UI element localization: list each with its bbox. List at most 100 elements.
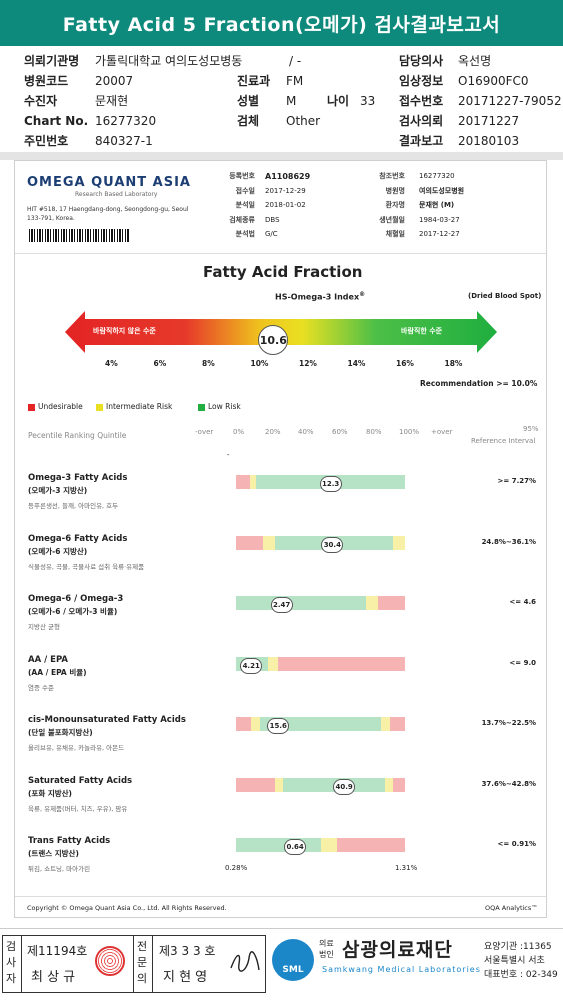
bar-segment-red (377, 596, 405, 610)
item-name: cis-Monounsaturated Fatty Acids (28, 715, 186, 725)
header-value: 20007 (95, 74, 134, 88)
info-value: 여의도성모병원 (419, 186, 465, 195)
item-value-marker: 0.64 (284, 839, 307, 855)
item-sources: 식물성유, 곡물, 곡물사료 섭취 육류·유제품 (28, 562, 145, 571)
header-key: 진료과 (237, 74, 271, 88)
item-korean-name: (오메가-6 지방산) (28, 546, 88, 556)
reference-label: 95% (523, 425, 539, 433)
sign2-name: 지 현 영 (163, 970, 208, 985)
header-value: FM (286, 74, 304, 88)
info-key: 병원명 (385, 186, 405, 195)
info-value: A1108629 (265, 172, 311, 181)
bar-segment-yellow (320, 838, 338, 852)
header-value: 옥선명 (458, 54, 492, 68)
info-value: 1984-03-27 (419, 215, 460, 224)
info-key: 검체종류 (229, 215, 255, 224)
info-key: 채혈일 (385, 230, 405, 238)
header-value: 문재현 (95, 94, 129, 108)
percentile-tick: +over (431, 428, 453, 436)
header-value: Other (286, 114, 321, 128)
header-value: 20180103 (458, 134, 520, 148)
item-sources: 육류, 유제품(버터, 치즈, 우유), 팜유 (28, 804, 128, 813)
info-key: 환자명 (385, 201, 405, 209)
percentile-tick: -over (195, 428, 214, 436)
info-key: 분석일 (235, 201, 255, 209)
sign2-label: 전문의 (137, 940, 148, 985)
item-korean-name: (AA / EPA 비율) (28, 667, 87, 677)
bar-segment-yellow (384, 777, 394, 792)
bar-segment-red (278, 656, 405, 671)
item-value-marker: 40.9 (333, 778, 356, 795)
seal-stamp (95, 946, 125, 976)
oqa-analytics: OQA Analytics™ (485, 904, 538, 912)
org-name: 삼광의료재단 (342, 939, 453, 961)
org-prefix2: 법인 (319, 950, 334, 959)
item-name: Omega-6 / Omega-3 (28, 594, 124, 604)
header-key: 수진자 (24, 94, 58, 108)
lab-tagline: Research Based Laboratory (75, 191, 158, 198)
sign1-label: 검사자 (6, 940, 17, 985)
item-name: Saturated Fatty Acids (28, 775, 133, 786)
legend-swatch (96, 404, 103, 411)
desirable-text: 바람직한 수준 (401, 327, 443, 335)
item-sources: 등푸른생선, 들깨, 아마인유, 호두 (28, 502, 119, 510)
info-key: 접수일 (235, 186, 255, 195)
percentile-tick: 100% (399, 428, 420, 436)
info-value: G/C (265, 230, 278, 238)
item-name: Omega-6 Fatty Acids (28, 533, 128, 544)
item-sources: 지방산 균형 (28, 623, 60, 631)
bar-segment-red (337, 838, 405, 852)
bar-segment-green (236, 838, 321, 852)
legend-swatch (28, 404, 35, 411)
percentile-tick: 80% (366, 428, 382, 436)
barcode (29, 229, 129, 242)
item-value-marker: 2.47 (270, 597, 293, 613)
header-key: 의뢰기관명 (24, 54, 80, 68)
item-reference: 37.6%~42.8% (481, 779, 536, 788)
item-reference: 13.7%~22.5% (481, 719, 536, 727)
info-value: 16277320 (419, 172, 455, 180)
sign2-number: 제3 3 3 호 (159, 944, 216, 958)
item-name: AA / EPA (28, 654, 69, 665)
lab-address: HIT #518, 17 Haengdang-dong, Seongdong-g… (27, 206, 189, 222)
bar-segment-yellow (251, 717, 260, 731)
item-korean-name: (포화 지방산) (28, 788, 72, 798)
percentile-tick: 40% (298, 428, 314, 436)
age-label: 나이 (327, 94, 350, 108)
item-reference: <= 4.6 (509, 598, 536, 606)
lab-name: OMEGA QUANT ASIA (27, 175, 191, 190)
header-value: 16277320 (95, 114, 157, 128)
item-name: Omega-3 Fatty Acids (28, 473, 128, 483)
footer-line3: 대표번호 : 02-349 (484, 970, 558, 980)
bar-segment-yellow (274, 777, 284, 792)
item-korean-name: (오메가-3 지방산) (28, 486, 88, 495)
reference-label-2: Reference Interval (471, 437, 536, 445)
result-panel: OMEGA QUANT ASIA Research Based Laborato… (14, 160, 547, 918)
bar-segment-yellow (249, 475, 257, 489)
index-value-marker: 10.6 (258, 325, 289, 355)
org-english: Samkwang Medical Laboratories (322, 965, 481, 974)
bar-segment-green (236, 596, 367, 610)
percentile-tick: 60% (332, 428, 348, 436)
org-prefix1: 의료 (319, 939, 334, 948)
scale-tick: 6% (153, 359, 167, 368)
header-key: 접수번호 (399, 94, 444, 108)
scale-tick: 18% (444, 359, 463, 368)
header-value: 가톨릭대학교 여의도성모병동 (95, 54, 243, 68)
item-bar (236, 596, 405, 610)
signature-box: 검사자 제11194호 최 상 규 전문의 제3 3 3 호 지 현 영 (2, 935, 266, 993)
item-value-marker: 4.21 (240, 657, 263, 674)
percentile-label: Pecentile Ranking Quintile (28, 431, 127, 440)
item-korean-name: (오메가-6 / 오메가-3 비율) (28, 607, 118, 616)
header-key: 결과보고 (399, 134, 444, 148)
header-value: O16900FC0 (458, 74, 529, 88)
item-korean-name: (트랜스 지방산) (28, 849, 79, 858)
header-key: 임상정보 (399, 74, 444, 88)
legend-label: Undesirable (38, 402, 83, 411)
info-value: 2017-12-29 (265, 186, 306, 195)
header-key: 검체 (237, 114, 260, 128)
legend-label: Intermediate Risk (106, 402, 173, 411)
bar-segment-yellow (393, 535, 405, 550)
percentile-tick: 20% (265, 428, 281, 436)
scale-tick: 12% (299, 359, 317, 368)
